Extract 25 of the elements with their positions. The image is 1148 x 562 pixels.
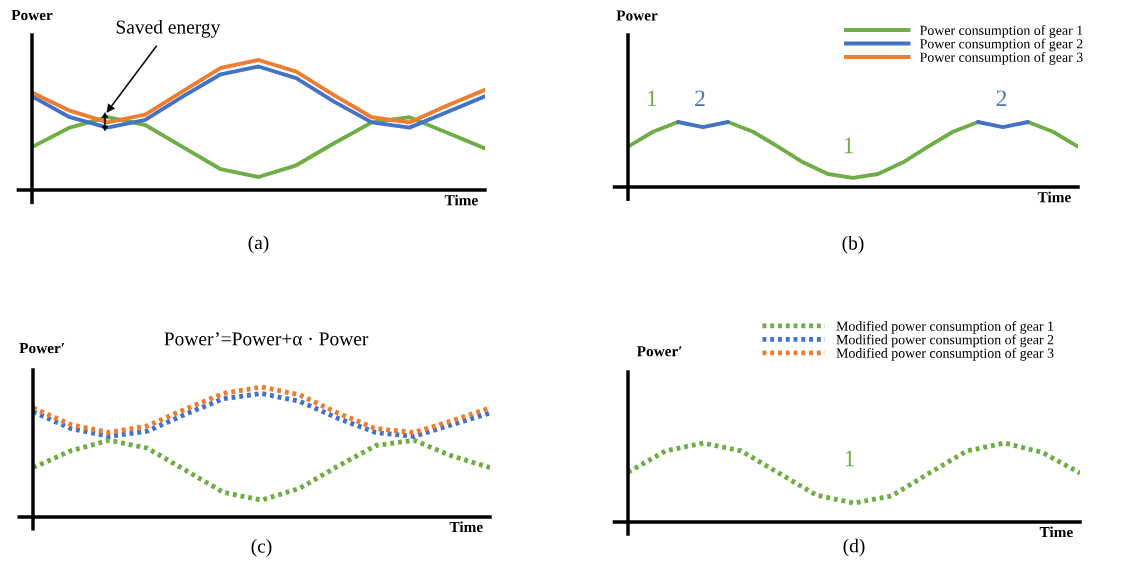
annotation: 1 — [845, 450, 854, 467]
text: (a) — [248, 235, 269, 254]
y-axis-title: Power — [11, 10, 53, 21]
text: Saved energy — [116, 19, 221, 38]
legend-label: Modified power consumption of gear 2 — [836, 334, 1054, 348]
legend-label: Power consumption of gear 2 — [920, 38, 1083, 52]
legend-label: Modified power consumption of gear 3 — [836, 347, 1054, 361]
text: 2 — [695, 90, 705, 107]
y-axis-title: Power′ — [19, 343, 65, 354]
x-axis-title: Time — [1039, 526, 1073, 538]
legend-label: Modified power consumption of gear 1 — [836, 320, 1054, 334]
x-axis-title: Time — [444, 194, 478, 206]
x-axis-title: Time — [449, 521, 483, 533]
legend-label: Power consumption of gear 1 — [920, 25, 1083, 38]
annotation: 1 — [844, 137, 853, 154]
legend-label: Power consumption of gear 3 — [920, 52, 1083, 65]
text: (b) — [842, 235, 864, 254]
text: Power’=Power+α · Power — [164, 332, 369, 346]
y-axis-title: Power′ — [636, 346, 682, 357]
x-axis-title: Time — [1037, 191, 1071, 203]
text: (c) — [251, 539, 272, 557]
text: (d) — [843, 538, 865, 557]
y-axis-title: Power — [616, 10, 658, 21]
text: 1 — [648, 90, 657, 107]
text: 2 — [996, 90, 1007, 107]
